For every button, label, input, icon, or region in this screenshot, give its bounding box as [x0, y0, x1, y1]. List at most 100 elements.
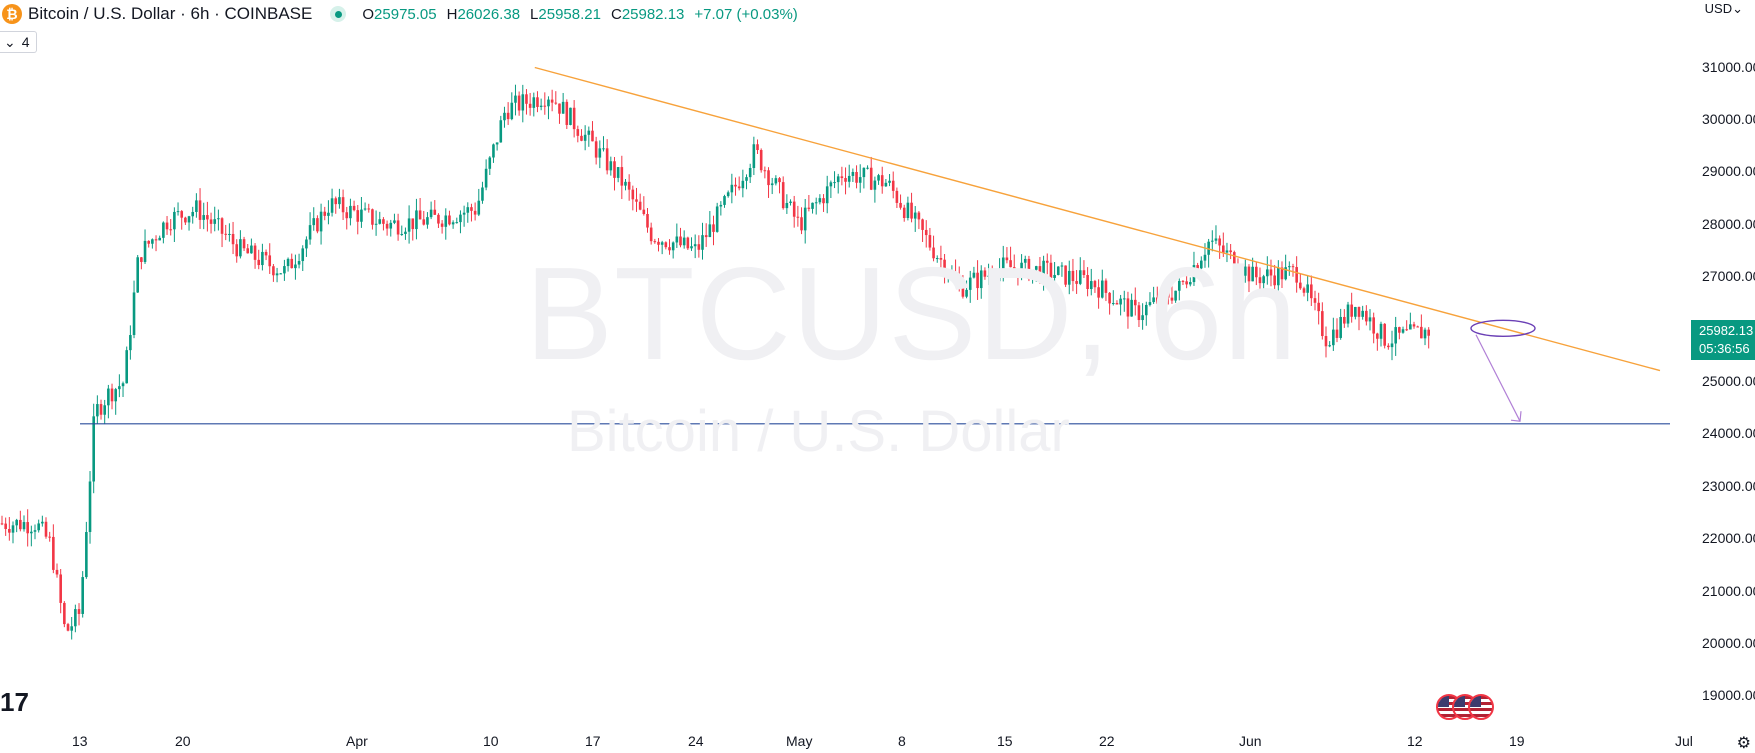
candle	[1291, 266, 1295, 268]
candle	[492, 144, 495, 158]
candle	[792, 201, 796, 217]
candle	[814, 202, 818, 204]
candle	[30, 531, 33, 534]
candle	[125, 350, 128, 384]
ohlc-low: L25958.21	[530, 5, 601, 23]
candle	[118, 386, 121, 390]
candle	[415, 210, 418, 230]
candle	[1255, 266, 1258, 278]
candle	[407, 218, 411, 232]
candle	[448, 215, 451, 225]
candle	[763, 170, 767, 172]
candle	[418, 210, 422, 220]
candle	[308, 225, 312, 240]
candle	[220, 218, 224, 234]
candle	[429, 209, 433, 218]
tradingview-logo-icon[interactable]: 17	[0, 687, 29, 717]
candle	[191, 211, 195, 217]
candle	[1266, 269, 1269, 277]
candle	[723, 196, 726, 205]
highlight-ellipse[interactable]	[1470, 319, 1536, 337]
candle	[495, 142, 499, 145]
price-change: +7.07 (+0.03%)	[694, 5, 798, 23]
candle	[565, 101, 569, 125]
candle	[52, 536, 55, 570]
candle	[1332, 329, 1335, 346]
time-tick-label: 19	[1509, 733, 1525, 749]
descending-trendline[interactable]	[534, 66, 1661, 372]
candle	[910, 202, 913, 219]
candle	[1016, 268, 1020, 278]
price-tick-label: 30000.00	[1702, 110, 1755, 127]
candle	[143, 240, 147, 262]
candle	[1089, 281, 1093, 290]
candle	[422, 219, 426, 225]
candle	[85, 532, 88, 578]
candle	[884, 182, 888, 187]
currency-selector[interactable]: USD⌄	[1704, 1, 1743, 16]
candle	[312, 218, 316, 226]
economic-events[interactable]	[1436, 694, 1494, 720]
candle	[180, 211, 184, 218]
projection-arrow[interactable]	[1475, 334, 1522, 422]
candle	[932, 247, 935, 259]
candle	[602, 148, 605, 150]
price-tick-label: 28000.00	[1702, 215, 1755, 232]
watermark-symbol: BTCUSD, 6h	[525, 240, 1298, 387]
candle	[470, 207, 473, 211]
price-tick-label: 31000.00	[1702, 58, 1755, 75]
candle	[1383, 323, 1386, 346]
candle	[327, 212, 330, 216]
time-tick-label: 10	[483, 733, 499, 749]
candle	[822, 198, 825, 204]
candle	[719, 204, 723, 207]
bitcoin-logo-icon[interactable]: ₿	[2, 4, 22, 24]
candle	[1001, 257, 1005, 270]
candle	[745, 177, 748, 181]
indicators-toggle-button[interactable]: ⌄ 4	[0, 31, 37, 53]
candle	[400, 233, 404, 235]
candle	[503, 112, 506, 121]
settings-gear-icon[interactable]: ⚙	[1736, 735, 1751, 752]
candle	[1306, 284, 1309, 293]
candle	[33, 530, 37, 532]
candle	[866, 167, 869, 169]
candle	[455, 222, 459, 224]
time-tick-label: Jul	[1675, 733, 1693, 749]
candle	[1133, 299, 1137, 306]
candle	[1401, 329, 1405, 333]
candle	[990, 275, 994, 281]
candle	[939, 258, 943, 260]
candle	[1335, 329, 1339, 338]
candle	[1317, 302, 1320, 312]
candle	[389, 222, 393, 229]
ohlc-values: O25975.05 H26026.38 L25958.21 C25982.13 …	[362, 6, 797, 23]
candle	[378, 219, 382, 224]
candle	[653, 241, 657, 243]
candle	[1042, 260, 1045, 281]
us-flag-icon[interactable]	[1468, 694, 1494, 720]
candle	[781, 182, 785, 209]
candle	[1394, 327, 1397, 344]
candle	[594, 141, 598, 158]
candle	[510, 102, 514, 120]
candle	[1288, 266, 1291, 268]
candle	[844, 178, 847, 182]
candle	[708, 224, 712, 238]
candle	[1368, 317, 1372, 322]
market-status-icon[interactable]	[330, 6, 347, 22]
symbol-title[interactable]: Bitcoin / U.S. Dollar · 6h · COINBASE	[28, 4, 313, 23]
candle	[1423, 329, 1427, 339]
candle	[1269, 269, 1273, 276]
candle	[635, 199, 638, 202]
candle	[704, 235, 708, 238]
candle	[1427, 329, 1430, 336]
candle	[1214, 238, 1218, 241]
candle	[1166, 291, 1170, 298]
candle	[1023, 258, 1027, 263]
candle	[176, 211, 180, 213]
candle	[620, 167, 624, 186]
candle	[48, 536, 51, 538]
candle	[580, 135, 583, 141]
